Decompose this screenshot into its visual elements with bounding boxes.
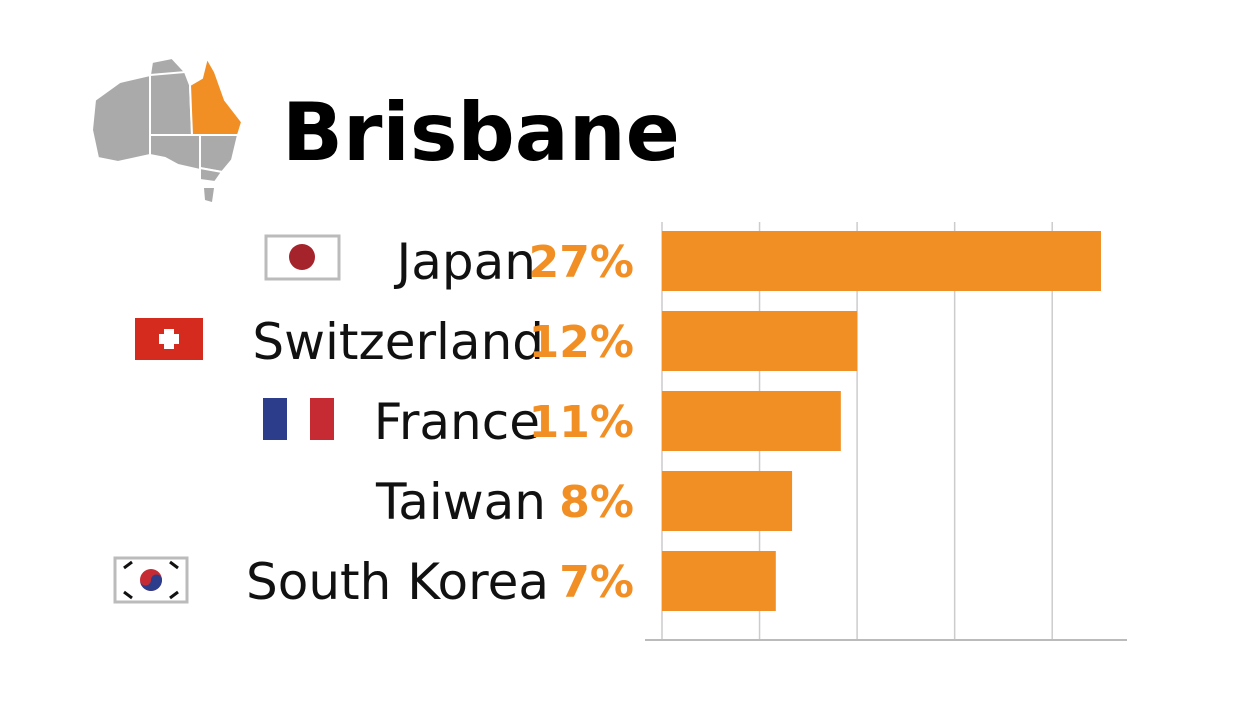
flag-switzerland [135,318,203,360]
australia-map [90,55,244,202]
chart-title: Brisbane [282,86,680,179]
value-label: 27% [529,237,634,288]
bar [662,231,1101,291]
value-label: 7% [559,557,634,608]
category-label: South Korea [246,553,549,611]
flag-south-korea [113,556,189,604]
category-label: France [374,393,540,451]
value-label: 12% [529,317,634,368]
bar [662,311,858,371]
value-label: 8% [559,477,634,528]
bar [662,391,841,451]
category-label: Switzerland [252,313,544,371]
flag-japan [264,234,341,281]
value-label: 11% [529,397,634,448]
bar [662,551,776,611]
category-label: Japan [394,233,536,291]
bar [662,471,793,531]
category-label: Taiwan [375,473,546,531]
flag-france [263,398,334,440]
